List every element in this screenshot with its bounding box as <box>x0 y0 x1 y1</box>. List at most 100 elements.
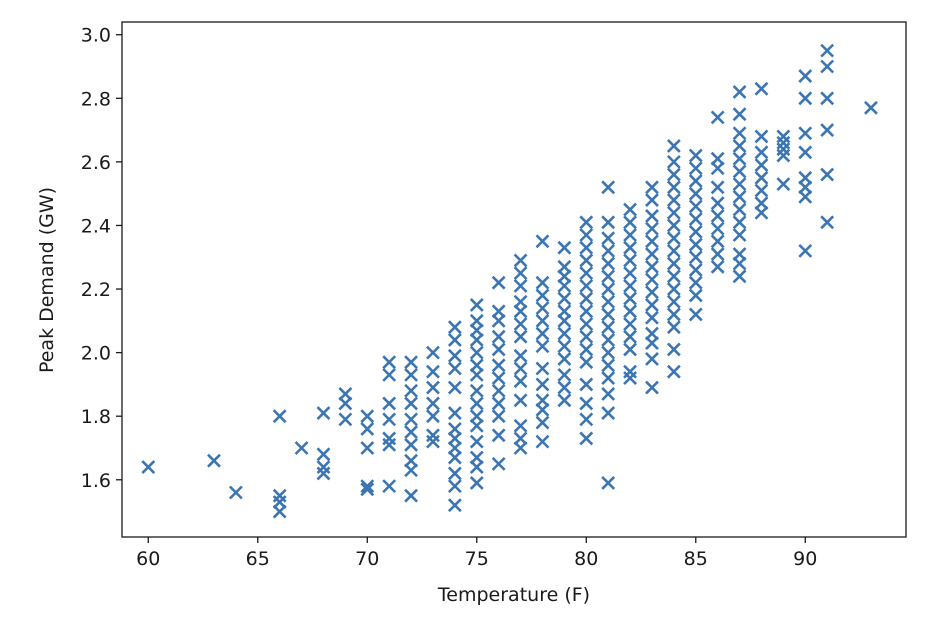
data-point <box>820 123 835 138</box>
data-point <box>623 215 637 230</box>
data-point <box>535 234 550 249</box>
data-point <box>688 174 703 188</box>
data-point <box>820 59 835 74</box>
y-tick-label: 2.8 <box>81 88 111 110</box>
data-point <box>710 259 725 274</box>
data-point <box>469 298 484 312</box>
x-tick-label: 70 <box>355 548 379 570</box>
data-point <box>447 380 462 395</box>
data-point <box>579 317 594 331</box>
data-point <box>557 339 572 354</box>
data-point <box>776 135 791 150</box>
data-point <box>754 81 769 96</box>
data-point <box>776 177 791 192</box>
data-point <box>820 167 835 182</box>
data-point <box>732 202 747 217</box>
data-point <box>404 396 418 411</box>
data-point <box>601 294 616 309</box>
data-point <box>754 205 769 220</box>
data-point <box>360 479 375 494</box>
data-point <box>754 158 769 172</box>
data-point <box>601 320 616 335</box>
data-point <box>623 202 637 217</box>
data-point <box>557 352 572 366</box>
data-point <box>513 304 528 319</box>
data-point <box>535 402 550 417</box>
data-point <box>513 317 528 331</box>
data-point <box>557 367 572 382</box>
data-point <box>645 352 659 366</box>
data-point <box>579 412 594 427</box>
data-point <box>623 278 637 293</box>
data-point <box>623 329 637 344</box>
data-point <box>535 339 550 354</box>
data-point <box>535 301 550 316</box>
data-point <box>776 142 791 157</box>
data-point <box>360 482 375 497</box>
data-point <box>579 253 594 268</box>
data-point <box>732 85 747 99</box>
data-point <box>491 396 506 411</box>
data-point <box>645 285 659 300</box>
data-point <box>688 263 703 277</box>
data-point <box>732 215 747 230</box>
data-point <box>447 498 462 513</box>
data-point <box>645 298 659 312</box>
data-point <box>820 91 835 106</box>
data-point <box>404 412 418 427</box>
data-point <box>623 304 637 319</box>
data-point <box>426 434 440 449</box>
data-point <box>360 409 375 424</box>
plot-frame <box>121 21 907 538</box>
x-axis-label: Temperature (F) <box>437 584 590 606</box>
data-point <box>557 393 572 408</box>
y-tick-label: 1.8 <box>81 406 111 428</box>
data-point <box>623 228 637 242</box>
data-point <box>601 345 616 360</box>
data-point <box>579 329 594 344</box>
data-point <box>732 164 747 179</box>
data-point <box>382 431 397 446</box>
data-point <box>601 358 616 373</box>
data-point <box>469 396 484 411</box>
data-point <box>579 431 594 446</box>
data-point <box>579 215 594 230</box>
data-point <box>710 221 725 236</box>
data-point <box>316 466 331 481</box>
data-point <box>820 215 835 230</box>
data-point <box>623 371 637 385</box>
data-point <box>710 196 725 211</box>
data-point <box>338 396 353 411</box>
data-point <box>645 193 659 207</box>
data-point <box>666 269 681 284</box>
data-point <box>404 367 418 382</box>
data-point <box>491 428 506 443</box>
data-point <box>513 418 528 433</box>
data-point <box>601 256 616 271</box>
y-tick-label: 2.4 <box>81 215 111 237</box>
data-point <box>798 189 813 204</box>
data-point <box>732 126 747 141</box>
data-point <box>732 177 747 192</box>
data-point <box>710 110 725 125</box>
data-point <box>535 288 550 303</box>
data-point <box>623 253 637 268</box>
data-point <box>338 412 353 427</box>
data-point <box>710 180 725 195</box>
data-point <box>666 180 681 195</box>
data-point <box>404 355 418 370</box>
data-point <box>623 266 637 281</box>
y-tick-label: 3.0 <box>81 25 111 47</box>
data-point <box>776 129 791 144</box>
data-point <box>579 342 594 357</box>
data-point <box>645 310 659 325</box>
data-point <box>557 313 572 328</box>
data-point <box>688 250 703 265</box>
y-axis-ticks: 1.6 1.8 2.0 2.2 2.4 2.6 2.8 3.0 <box>81 25 122 492</box>
data-point <box>732 139 747 153</box>
data-point <box>382 367 397 382</box>
data-point <box>864 100 878 115</box>
data-point <box>491 456 506 471</box>
data-point <box>272 504 287 519</box>
